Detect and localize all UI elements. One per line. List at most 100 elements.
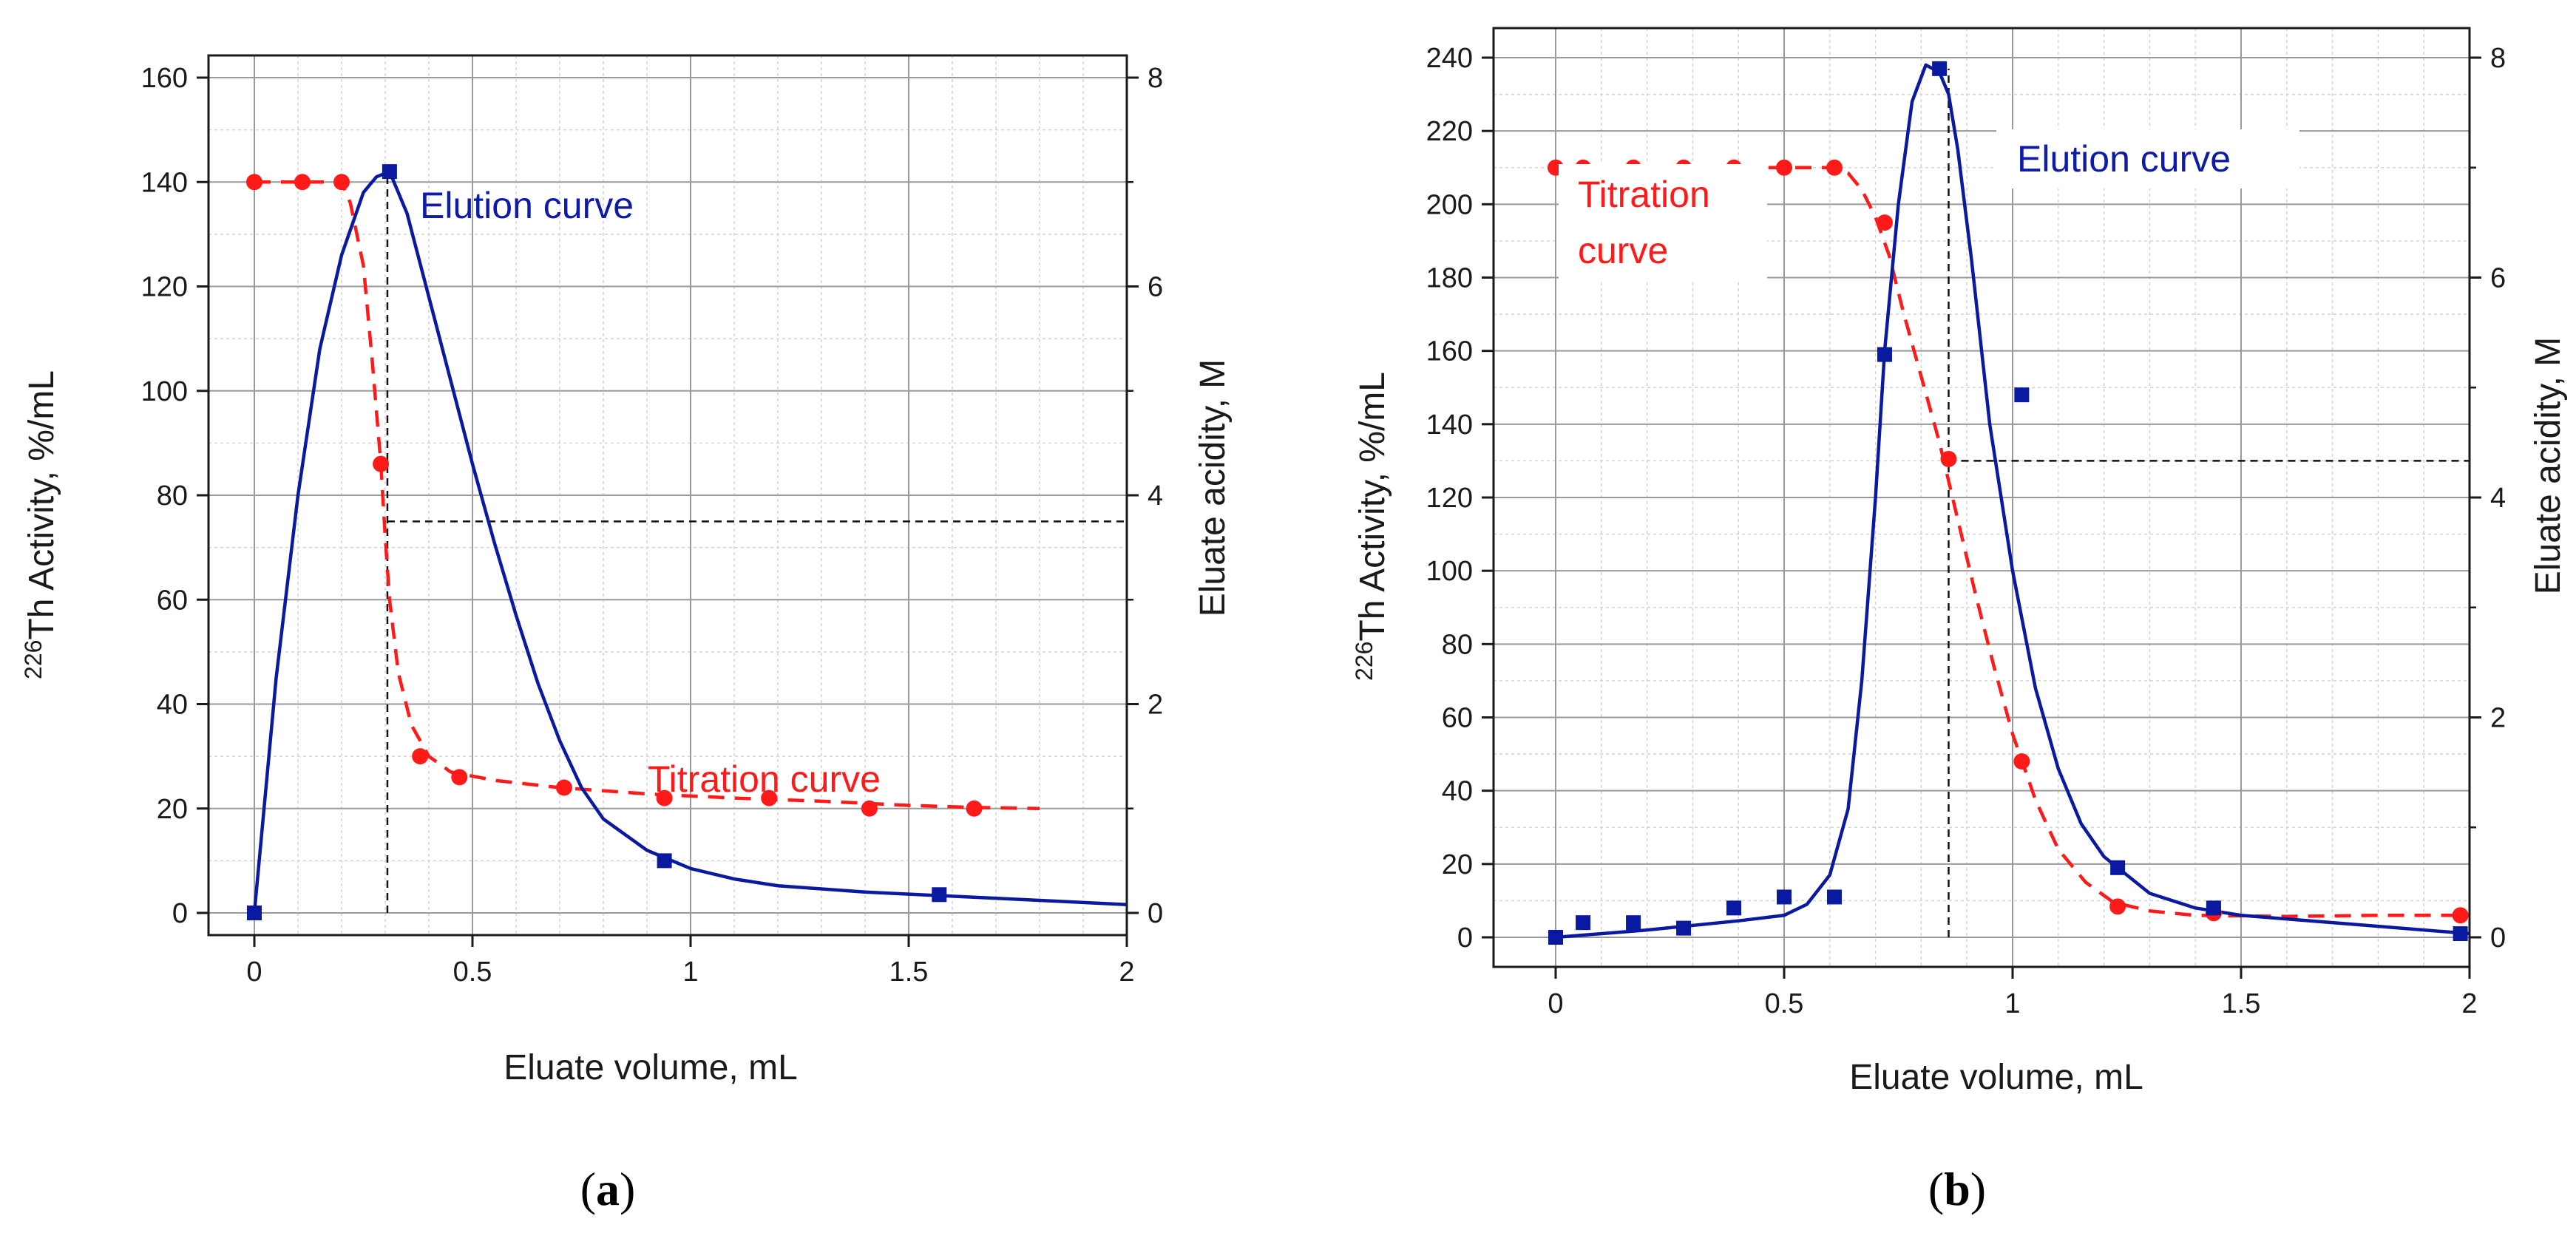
panel-a-y-axis-title: 226Th Activity, %/mL <box>20 370 61 679</box>
panel-b-guide-lines <box>1948 68 2470 937</box>
panel-a-titration-marker <box>246 174 262 191</box>
panel-b-titration-marker <box>1876 214 1893 231</box>
panel-b-x-tick-label: 1.5 <box>2222 988 2261 1019</box>
panel-b-y-tick-label: 20 <box>1442 849 1473 880</box>
panel-b-elution-annotation: Elution curve <box>2017 138 2231 180</box>
panel-a-titration-annotation: Titration curve <box>648 758 881 800</box>
panel-a-titration-marker <box>761 789 778 806</box>
panel-b-elution-marker <box>1777 889 1792 905</box>
panel-a-y2-tick-label: 6 <box>1148 272 1163 303</box>
panel-a-elution-marker <box>382 164 397 180</box>
panel-b-elution-marker <box>1576 915 1591 931</box>
panel-a-y-tick-label: 160 <box>141 63 188 94</box>
panel-b-elution-marker <box>1726 900 1742 916</box>
panel-b-y-axis-title: 226Th Activity, %/mL <box>1351 372 1392 681</box>
panel-a-y2-tick-label: 8 <box>1148 63 1163 94</box>
panel-b-y-tick-label: 180 <box>1426 263 1473 294</box>
panel-a-y-tick-label: 40 <box>157 690 188 721</box>
panel-b-y-tick-label: 240 <box>1426 43 1473 74</box>
panel-a-x-tick-label: 1.5 <box>889 957 929 988</box>
panel-b-y-tick-label: 40 <box>1442 776 1473 807</box>
panel-a-label-open: ( <box>580 1163 596 1215</box>
panel-b-x-tick-label: 1 <box>2004 988 2020 1019</box>
panel-a-elution-marker <box>932 887 947 903</box>
panel-b-elution-fit-line <box>1555 63 2470 940</box>
panel-b-x-tick-label: 2 <box>2461 988 2477 1019</box>
panel-a-y-axis-superscript: 226 <box>20 640 47 679</box>
panel-b-y-tick-label: 0 <box>1457 923 1473 954</box>
panel-a-y-tick-label: 120 <box>141 272 188 303</box>
panel-b-titration-annotation-bg <box>1559 164 1767 281</box>
panel-b-elution-annotation-bg <box>1996 129 2299 188</box>
panel-b-titration-marker <box>2109 898 2126 915</box>
panel-b-y2-tick-label: 4 <box>2490 483 2506 514</box>
panel-b-y2-tick-label: 8 <box>2490 43 2506 74</box>
panel-a-y2-tick-label: 2 <box>1148 690 1163 721</box>
panel-a-y2-tick-label: 4 <box>1148 480 1163 512</box>
panel-a-x-tick-label: 0 <box>246 957 262 988</box>
panel-a-titration-marker <box>412 748 429 765</box>
panel-b-y2-tick-label: 2 <box>2490 703 2506 734</box>
panel-b-y-tick-label: 80 <box>1442 629 1473 660</box>
panel-b-elution-marker <box>1932 61 1948 76</box>
panel-a-y-tick-label: 0 <box>172 898 188 929</box>
panel-a-titration-fit-line <box>254 180 1040 810</box>
panel-b-y-tick-label: 60 <box>1442 703 1473 734</box>
panel-a-titration-marker <box>451 769 468 786</box>
panel-a-titration-marker <box>294 174 311 191</box>
panel-a-x-tick-label: 2 <box>1119 957 1134 988</box>
panel-a-elution-marker <box>247 906 262 920</box>
panel-b: 0 0.5 1 1.5 20204060801001201401601802002202… <box>1351 27 2568 1215</box>
panel-a-titration-marker <box>656 789 673 806</box>
panel-b-label: (b) <box>1928 1163 1986 1215</box>
panel-a-label: (a) <box>580 1163 636 1215</box>
panel-b-x-axis-title: Eluate volume, mL <box>1849 1058 2143 1097</box>
panel-b-x-tick-label: 0.5 <box>1765 988 1804 1019</box>
panel-a-y-tick-label: 60 <box>157 585 188 616</box>
panel-a-y-tick-label: 20 <box>157 794 188 825</box>
panel-b-elution-markers <box>1548 61 2468 945</box>
panel-b-y2-tick-label: 0 <box>2490 923 2506 954</box>
panel-b-elution-marker <box>2014 387 2030 403</box>
panel-b-major-grid <box>1494 28 2470 967</box>
panel-a-y-axis-main: Th Activity, %/mL <box>22 370 61 640</box>
panel-a-x-tick-label: 0.5 <box>453 957 492 988</box>
panel-b-label-close: ) <box>1970 1163 1986 1215</box>
panel-a-y-tick-label: 100 <box>141 376 188 407</box>
panel-b-titration-fit <box>1556 166 2461 918</box>
panel-a-y2-tick-label: 0 <box>1148 898 1163 929</box>
panel-a-elution-annotation: Elution curve <box>420 185 634 226</box>
panel-b-y-tick-label: 220 <box>1426 116 1473 147</box>
panel-b-label-letter: b <box>1944 1163 1970 1215</box>
panel-b-elution-marker <box>2206 900 2221 916</box>
panel-b-y-tick-label: 140 <box>1426 410 1473 441</box>
panel-a-titration-fit <box>254 180 1040 810</box>
panel-b-titration-annotation-line1: Titration <box>1578 174 1710 215</box>
panel-a-titration-markers <box>246 174 983 817</box>
panel-b-label-open: ( <box>1928 1163 1944 1215</box>
panel-b-titration-marker <box>1940 450 1957 467</box>
panel-a-y2-axis-title: Eluate acidity, M <box>1193 359 1233 617</box>
panel-b-x-tick-label: 0 <box>1548 988 1563 1019</box>
panel-a-elution-fit <box>252 169 1128 914</box>
panel-b-elution-marker <box>1548 930 1563 945</box>
panel-b-titration-marker <box>2452 907 2469 924</box>
panel-b-titration-marker <box>1776 159 1792 176</box>
panel-b-elution-marker <box>2453 926 2468 942</box>
panel-b-y-tick-label: 120 <box>1426 483 1473 514</box>
panel-b-y-tick-label: 160 <box>1426 336 1473 367</box>
panel-b-titration-marker <box>2013 753 2030 770</box>
panel-b-titration-marker <box>1826 159 1843 176</box>
panel-b-y-tick-label: 200 <box>1426 189 1473 220</box>
panel-a-titration-marker <box>555 779 572 796</box>
panel-b-elution-marker <box>1676 920 1692 936</box>
panel-a-label-close: ) <box>620 1163 635 1215</box>
panel-a-titration-marker <box>861 800 878 817</box>
panel-b-y-tick-label: 100 <box>1426 556 1473 587</box>
panel-b-titration-annotation-line2: curve <box>1578 230 1668 271</box>
panel-b-elution-marker <box>2110 860 2126 875</box>
panel-b-ticks: 0 0.5 1 1.5 20204060801001201401601802002202… <box>1426 43 2506 1019</box>
